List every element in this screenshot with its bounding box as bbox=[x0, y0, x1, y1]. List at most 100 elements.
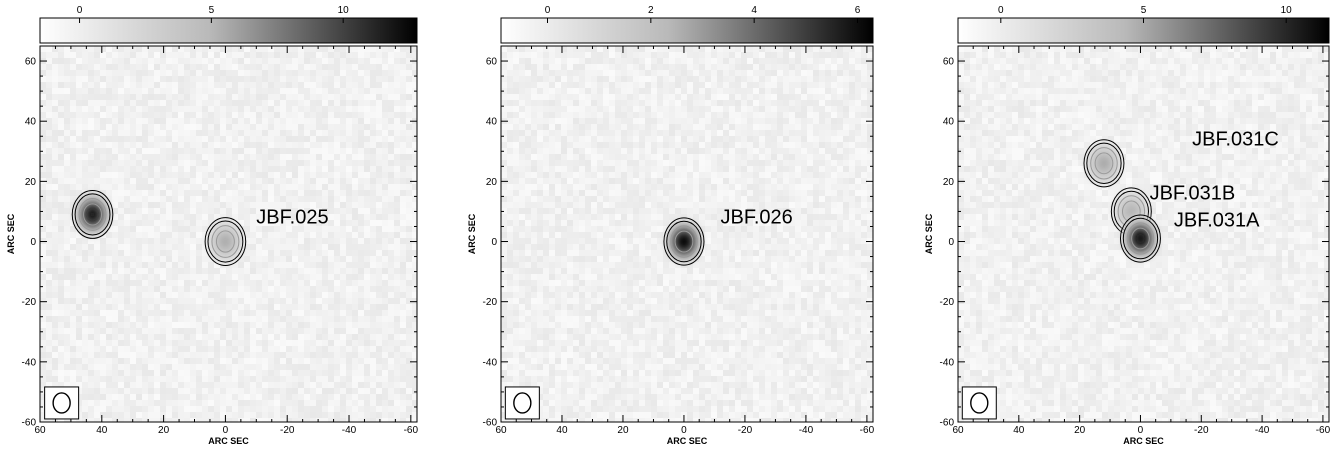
y-axis-label: ARC SEC bbox=[6, 213, 16, 254]
source-1 bbox=[71, 190, 114, 239]
y-tick-label: -20 bbox=[940, 297, 955, 308]
y-tick-label: 20 bbox=[25, 177, 37, 188]
x-tick-label: -60 bbox=[404, 425, 419, 436]
x-tick-label: 20 bbox=[1074, 425, 1086, 436]
source-fill bbox=[1099, 158, 1109, 169]
y-tick-label: 40 bbox=[486, 117, 498, 128]
colorbar-tick-label: 0 bbox=[545, 5, 551, 16]
colorbar-tick-label: 0 bbox=[77, 5, 83, 16]
beam-box bbox=[961, 386, 997, 420]
contour bbox=[1131, 227, 1150, 250]
source-label: JBF.026 bbox=[721, 206, 793, 228]
x-tick-label: 0 bbox=[1138, 425, 1144, 436]
x-axis-label: ARC SEC bbox=[667, 436, 708, 446]
y-tick-label: -60 bbox=[940, 418, 955, 429]
contour bbox=[1094, 152, 1114, 175]
source-3 bbox=[1119, 214, 1161, 263]
x-tick-label: -20 bbox=[738, 425, 753, 436]
panel-1 bbox=[39, 17, 418, 423]
panel-2 bbox=[500, 17, 874, 423]
colorbar-tick-label: 0 bbox=[998, 5, 1004, 16]
y-tick-label: 20 bbox=[486, 177, 498, 188]
contour bbox=[1119, 214, 1161, 263]
y-tick-label: -40 bbox=[483, 357, 498, 368]
noise-field bbox=[40, 46, 417, 422]
x-tick-label: 60 bbox=[34, 425, 46, 436]
y-tick-label: -40 bbox=[940, 357, 955, 368]
beam-box bbox=[504, 386, 540, 420]
source-label: JBF.031C bbox=[1192, 128, 1279, 150]
map-frame bbox=[500, 45, 874, 423]
contour bbox=[204, 217, 247, 266]
colorbar-tick-label: 2 bbox=[648, 5, 654, 16]
x-tick-label: -20 bbox=[1194, 425, 1209, 436]
source-fill bbox=[221, 236, 230, 247]
y-tick-label: -60 bbox=[483, 418, 498, 429]
x-tick-label: -60 bbox=[1316, 425, 1331, 436]
y-tick-label: 0 bbox=[30, 237, 36, 248]
source-fill bbox=[1136, 233, 1145, 244]
colorbar-tick-label: 10 bbox=[338, 5, 350, 16]
colorbar-tick-label: 10 bbox=[1281, 5, 1293, 16]
colorbar-tick-label: 6 bbox=[855, 5, 861, 16]
contour bbox=[1126, 222, 1155, 255]
y-tick-label: 60 bbox=[486, 57, 498, 68]
beam-box bbox=[44, 386, 80, 420]
y-tick-label: -20 bbox=[483, 297, 498, 308]
contour bbox=[74, 193, 111, 236]
colorbar bbox=[39, 17, 418, 44]
source-label: JBF.031A bbox=[1174, 209, 1260, 231]
y-tick-label: 40 bbox=[943, 117, 955, 128]
source-1 bbox=[663, 217, 705, 266]
contour bbox=[663, 217, 705, 266]
y-axis-label: ARC SEC bbox=[924, 213, 934, 254]
x-tick-label: 40 bbox=[556, 425, 568, 436]
y-tick-label: 0 bbox=[491, 237, 497, 248]
x-tick-label: -20 bbox=[280, 425, 295, 436]
contour bbox=[207, 220, 244, 263]
source-fill bbox=[1127, 206, 1136, 217]
x-tick-label: -40 bbox=[799, 425, 814, 436]
colorbar-tick-label: 5 bbox=[1141, 5, 1147, 16]
map-frame bbox=[957, 45, 1330, 423]
x-tick-label: 0 bbox=[681, 425, 687, 436]
beam-ellipse bbox=[970, 392, 989, 414]
contour bbox=[83, 203, 103, 226]
y-tick-label: 20 bbox=[943, 177, 955, 188]
x-tick-label: -40 bbox=[1255, 425, 1270, 436]
x-tick-label: 0 bbox=[223, 425, 229, 436]
x-axis-label: ARC SEC bbox=[1123, 436, 1164, 446]
x-tick-label: 40 bbox=[96, 425, 108, 436]
colorbar-tick-label: 5 bbox=[209, 5, 215, 16]
colorbar-tick-label: 4 bbox=[751, 5, 757, 16]
contour bbox=[1083, 139, 1125, 188]
x-tick-label: 60 bbox=[952, 425, 964, 436]
source-label: JBF.031B bbox=[1150, 182, 1236, 204]
y-tick-label: 60 bbox=[25, 57, 37, 68]
contour bbox=[215, 230, 235, 253]
x-tick-label: 40 bbox=[1013, 425, 1025, 436]
contour bbox=[1122, 217, 1159, 260]
source-1 bbox=[1083, 139, 1125, 188]
contour bbox=[670, 225, 698, 258]
source-2 bbox=[204, 217, 247, 266]
contour bbox=[71, 190, 114, 239]
x-axis-label: ARC SEC bbox=[208, 436, 249, 446]
source-label: JBF.025 bbox=[256, 206, 328, 228]
x-tick-label: 20 bbox=[617, 425, 629, 436]
x-tick-label: -60 bbox=[860, 425, 875, 436]
y-tick-label: -20 bbox=[22, 297, 37, 308]
contour bbox=[78, 198, 107, 231]
panel-3 bbox=[957, 17, 1330, 423]
map-frame bbox=[39, 45, 418, 423]
contour bbox=[1090, 147, 1118, 180]
contour bbox=[211, 225, 240, 258]
y-tick-label: -40 bbox=[22, 357, 37, 368]
source-fill bbox=[88, 209, 97, 220]
x-tick-label: -40 bbox=[342, 425, 357, 436]
y-tick-label: 40 bbox=[25, 117, 37, 128]
beam-ellipse bbox=[513, 392, 532, 414]
contour bbox=[1086, 142, 1122, 185]
